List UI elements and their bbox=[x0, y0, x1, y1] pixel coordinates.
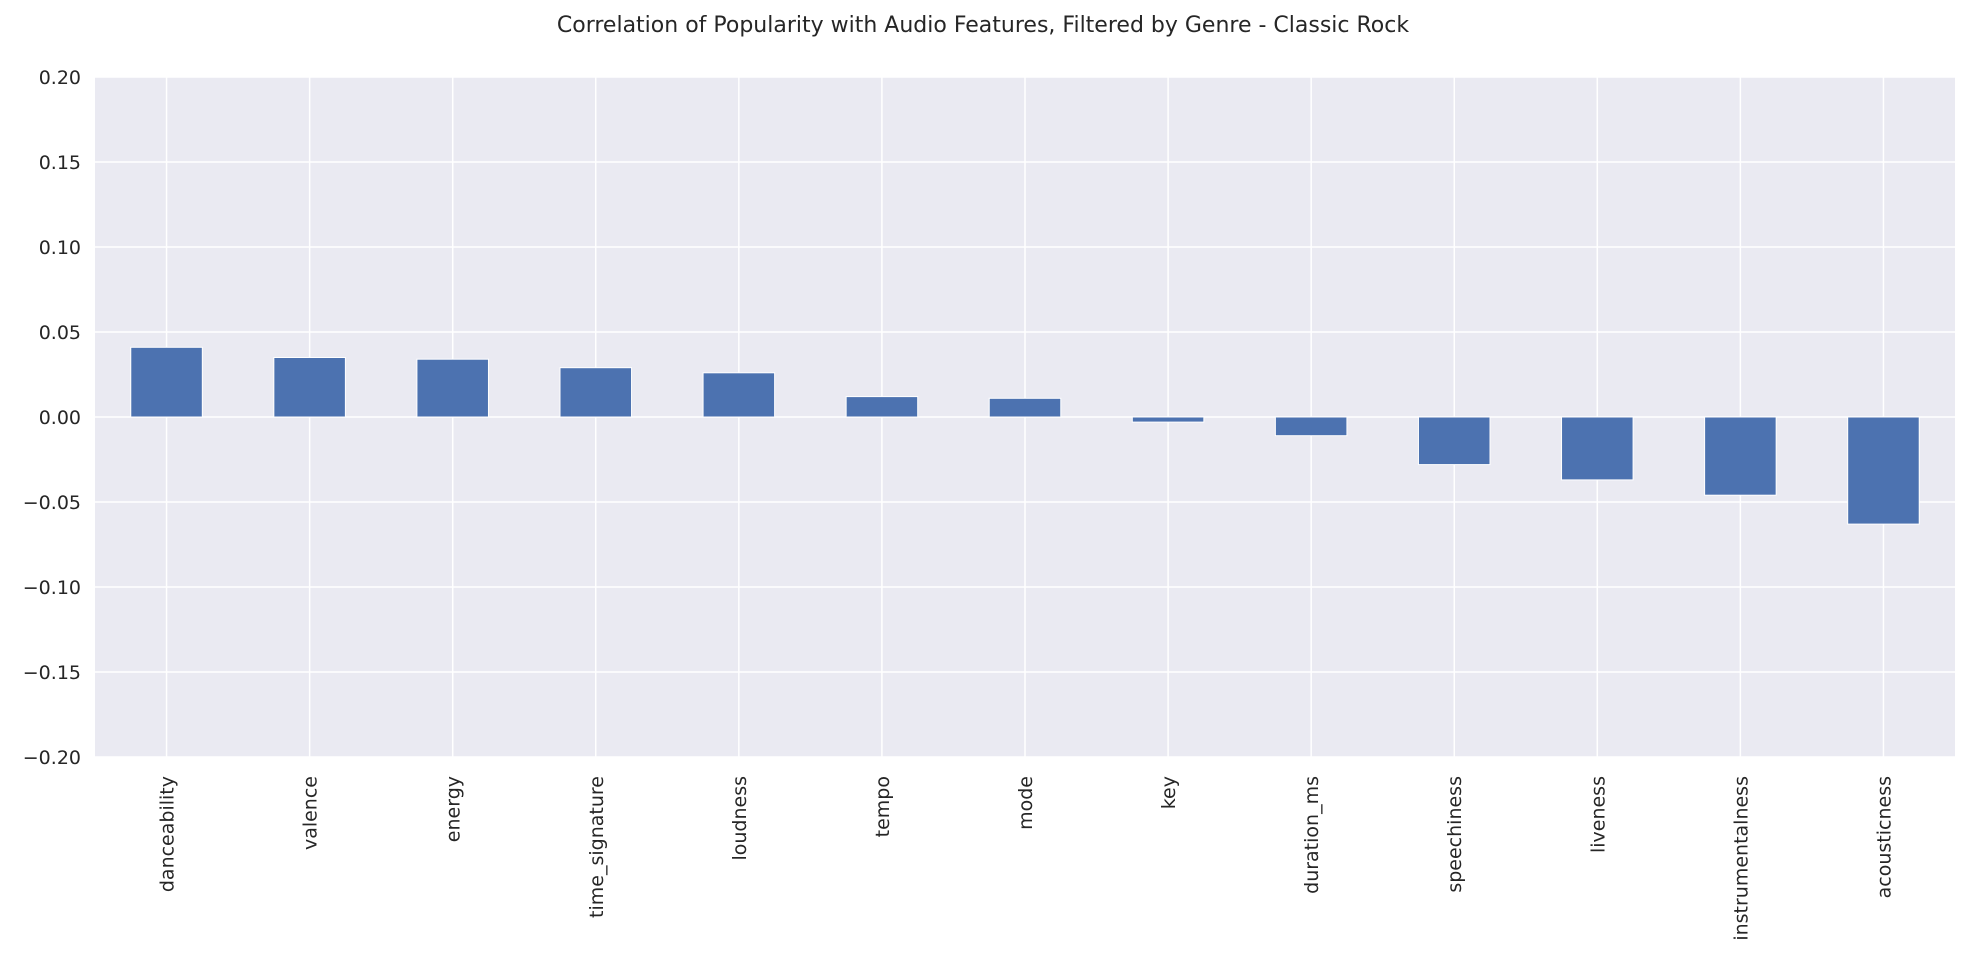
x-tick-label: valence bbox=[300, 776, 322, 850]
y-tick-label: 0.10 bbox=[39, 237, 81, 259]
bar-instrumentalness bbox=[1704, 416, 1777, 496]
x-tick-label: mode bbox=[1015, 776, 1037, 830]
bar-speechiness bbox=[1417, 416, 1491, 466]
y-tick-label: −0.20 bbox=[23, 747, 81, 769]
x-tick-label: key bbox=[1158, 776, 1180, 809]
x-tick-label: energy bbox=[443, 776, 465, 842]
bar-valence bbox=[273, 357, 346, 418]
x-tick-label: time_signature bbox=[586, 776, 608, 918]
bar-key bbox=[1131, 416, 1205, 423]
x-tick-label: tempo bbox=[872, 776, 894, 837]
x-tick-label: loudness bbox=[729, 776, 751, 861]
bar-loudness bbox=[702, 372, 776, 418]
bar-liveness bbox=[1561, 416, 1634, 481]
bar-time_signature bbox=[559, 367, 633, 418]
bar-energy bbox=[416, 358, 489, 418]
x-axis-ticks: danceability valence energy time_signature l… bbox=[157, 776, 1896, 941]
x-tick-label: danceability bbox=[157, 776, 179, 892]
chart-title: Correlation of Popularity with Audio Fea… bbox=[557, 13, 1409, 38]
y-tick-label: 0.15 bbox=[39, 152, 81, 174]
x-tick-label: instrumentalness bbox=[1730, 776, 1752, 941]
y-tick-label: −0.10 bbox=[23, 577, 81, 599]
y-tick-label: 0.00 bbox=[39, 407, 81, 429]
x-tick-label: duration_ms bbox=[1301, 776, 1323, 894]
x-tick-label: liveness bbox=[1587, 776, 1609, 853]
x-tick-label: speechiness bbox=[1444, 776, 1466, 893]
y-tick-label: 0.20 bbox=[39, 67, 81, 89]
bars bbox=[130, 346, 1920, 525]
y-tick-label: −0.05 bbox=[23, 492, 81, 514]
y-tick-label: −0.15 bbox=[23, 662, 81, 684]
bar-acousticness bbox=[1847, 416, 1920, 525]
bar-duration_ms bbox=[1274, 416, 1348, 437]
bar-tempo bbox=[845, 396, 919, 418]
bar-danceability bbox=[130, 346, 203, 418]
y-tick-label: 0.05 bbox=[39, 322, 81, 344]
x-tick-label: acousticness bbox=[1873, 776, 1895, 898]
y-axis-ticks: 0.20 0.15 0.10 0.05 0.00 −0.05 −0.10 −0.15 −0.20 bbox=[23, 67, 81, 769]
bar-mode bbox=[988, 397, 1062, 418]
